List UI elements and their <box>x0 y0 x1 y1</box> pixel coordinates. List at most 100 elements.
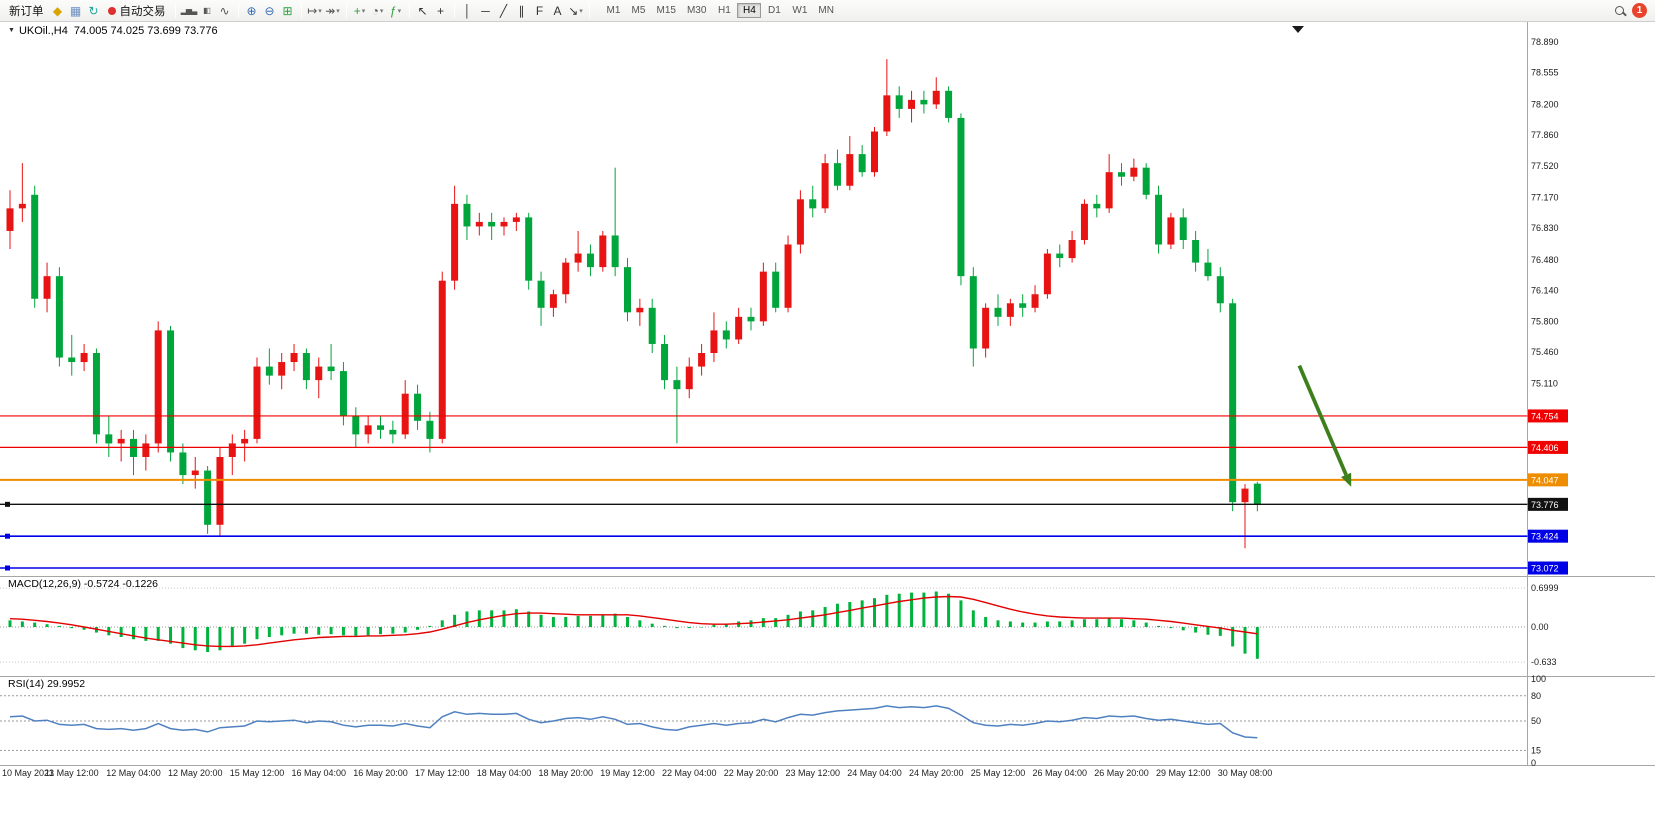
timeframe-m15[interactable]: M15 <box>652 3 681 18</box>
svg-text:15: 15 <box>1531 745 1541 755</box>
svg-text:76.830: 76.830 <box>1531 223 1559 233</box>
new-order-button[interactable]: 新订单 <box>4 2 49 20</box>
chevron-down-icon: ▾ <box>318 7 322 15</box>
chevron-down-icon: ▾ <box>336 7 340 15</box>
auto-trading-status-icon <box>107 6 116 15</box>
svg-text:78.555: 78.555 <box>1531 67 1559 77</box>
svg-text:10 May 2023: 10 May 2023 <box>2 768 54 778</box>
svg-text:16 May 20:00: 16 May 20:00 <box>353 768 408 778</box>
svg-text:77.520: 77.520 <box>1531 161 1559 171</box>
chevron-down-icon: ▾ <box>397 7 402 15</box>
svg-text:18 May 04:00: 18 May 04:00 <box>477 768 532 778</box>
svg-text:74.754: 74.754 <box>1531 411 1559 421</box>
svg-text:19 May 12:00: 19 May 12:00 <box>600 768 655 778</box>
svg-text:76.140: 76.140 <box>1531 286 1559 296</box>
refresh-data-icon[interactable]: ↻ <box>88 3 99 18</box>
equidistant-channel-icon[interactable]: ∥ <box>518 3 525 18</box>
svg-text:29 May 12:00: 29 May 12:00 <box>1156 768 1211 778</box>
svg-text:23 May 12:00: 23 May 12:00 <box>785 768 840 778</box>
chart-window-icon[interactable]: ▦ <box>69 3 82 18</box>
svg-text:22 May 04:00: 22 May 04:00 <box>662 768 717 778</box>
svg-text:11 May 12:00: 11 May 12:00 <box>45 768 99 778</box>
toolbar-separator <box>237 3 239 18</box>
timeframe-m5[interactable]: M5 <box>627 3 651 18</box>
chart-shift-icon[interactable]: ↦ ▾ <box>307 3 322 18</box>
timeframe-w1[interactable]: W1 <box>787 3 812 18</box>
search-icon[interactable] <box>1615 6 1624 15</box>
timeframe-m30[interactable]: M30 <box>682 3 711 18</box>
chart-menu-arrow-icon[interactable]: ▼ <box>8 27 15 34</box>
svg-text:77.170: 77.170 <box>1531 193 1559 203</box>
svg-text:26 May 04:00: 26 May 04:00 <box>1032 768 1087 778</box>
svg-text:73.776: 73.776 <box>1531 500 1559 510</box>
timeframe-d1[interactable]: D1 <box>762 3 786 18</box>
notification-badge[interactable]: 1 <box>1632 3 1647 18</box>
svg-text:15 May 12:00: 15 May 12:00 <box>230 768 285 778</box>
fibonacci-icon[interactable]: F <box>535 3 544 18</box>
price-axis[interactable]: 78.890 78.555 78.200 77.860 77.520 77.170 76.8… <box>1531 37 1559 389</box>
vertical-line-icon[interactable]: │ <box>463 3 472 18</box>
order-ticket-icon[interactable]: ◆ <box>52 3 63 18</box>
svg-text:73.424: 73.424 <box>1531 532 1559 542</box>
svg-text:24 May 20:00: 24 May 20:00 <box>909 768 964 778</box>
bar-end-marker-icon <box>1292 26 1304 33</box>
candlestick-chart-type-icon[interactable]: ▮▯ <box>203 6 211 15</box>
new-chart-icon[interactable]: + ▾ <box>353 3 366 18</box>
svg-text:24 May 04:00: 24 May 04:00 <box>847 768 902 778</box>
svg-text:18 May 20:00: 18 May 20:00 <box>538 768 593 778</box>
horizontal-line-icon[interactable]: ─ <box>481 3 490 18</box>
timeframe-h1[interactable]: H1 <box>712 3 736 18</box>
bar-chart-type-icon[interactable]: ▂▅▃ <box>180 6 197 15</box>
timeframe-h4[interactable]: H4 <box>737 3 762 18</box>
trend-arrow-annotation[interactable] <box>1297 364 1352 487</box>
auto-trading-button[interactable]: 自动交易 <box>103 2 171 20</box>
timeframe-switcher: M1 M5 M15 M30 H1 H4 D1 W1 MN <box>602 3 839 18</box>
crosshair-icon[interactable]: + <box>436 3 444 18</box>
trendline-icon[interactable]: ╱ <box>499 3 508 18</box>
svg-text:12 May 20:00: 12 May 20:00 <box>168 768 223 778</box>
zoom-out-icon[interactable]: ⊖ <box>264 3 275 18</box>
chevron-down-icon: ▾ <box>379 7 384 15</box>
svg-text:78.890: 78.890 <box>1531 37 1559 47</box>
svg-text:-0.633: -0.633 <box>1531 657 1557 667</box>
text-tool-icon[interactable]: A <box>553 3 562 18</box>
macd-pane[interactable]: 0.6999 0.00 -0.633 <box>0 583 1559 667</box>
auto-scroll-icon[interactable]: ↠ ▾ <box>325 3 340 18</box>
candlestick-series <box>6 59 1261 549</box>
svg-text:75.110: 75.110 <box>1531 379 1558 389</box>
toolbar-separator <box>453 3 455 18</box>
svg-text:22 May 20:00: 22 May 20:00 <box>724 768 779 778</box>
chevron-down-icon: ▾ <box>361 7 366 15</box>
svg-text:30 May 08:00: 30 May 08:00 <box>1218 768 1273 778</box>
toolbar-separator <box>408 3 410 18</box>
toolbar-separator <box>174 3 176 18</box>
indicators-icon[interactable]: ƒ ▾ <box>389 3 402 18</box>
timeframe-mn[interactable]: MN <box>813 3 839 18</box>
line-chart-type-icon[interactable]: ∿ <box>219 3 230 18</box>
arrows-tool-icon[interactable]: ↘ ▾ <box>568 3 583 18</box>
timeframe-m1[interactable]: M1 <box>602 3 626 18</box>
horizontal-line-objects[interactable]: 74.754 74.406 74.047 73.776 73.424 73.072 <box>0 409 1568 575</box>
toolbar-separator <box>588 3 590 18</box>
periods-icon[interactable]: ◔ ▾ <box>371 3 384 18</box>
toolbar: 新订单 ◆ ▦ ↻ 自动交易 ▂▅▃ ▮▯ ∿ ⊕ ⊖ ⊞ ↦ ▾ ↠ ▾ + ▾ ◔ ▾ ƒ ▾ ↖ + │ ─ ╱ ∥ F A ↘ ▾ M… <box>0 0 1655 22</box>
svg-text:25 May 12:00: 25 May 12:00 <box>971 768 1026 778</box>
svg-text:74.406: 74.406 <box>1531 443 1559 453</box>
svg-text:16 May 04:00: 16 May 04:00 <box>291 768 346 778</box>
tile-windows-icon[interactable]: ⊞ <box>282 3 293 18</box>
zoom-in-icon[interactable]: ⊕ <box>246 3 257 18</box>
svg-text:0: 0 <box>1531 758 1536 768</box>
svg-text:12 May 04:00: 12 May 04:00 <box>106 768 161 778</box>
svg-text:50: 50 <box>1531 716 1541 726</box>
svg-text:78.200: 78.200 <box>1531 99 1559 109</box>
svg-text:77.860: 77.860 <box>1531 130 1559 140</box>
svg-text:74.047: 74.047 <box>1531 475 1559 485</box>
svg-text:73.072: 73.072 <box>1531 564 1559 574</box>
svg-text:76.480: 76.480 <box>1531 255 1559 265</box>
svg-text:0.6999: 0.6999 <box>1531 583 1559 593</box>
cursor-icon[interactable]: ↖ <box>417 3 428 18</box>
rsi-pane[interactable]: 100 80 50 15 0 <box>0 674 1546 768</box>
